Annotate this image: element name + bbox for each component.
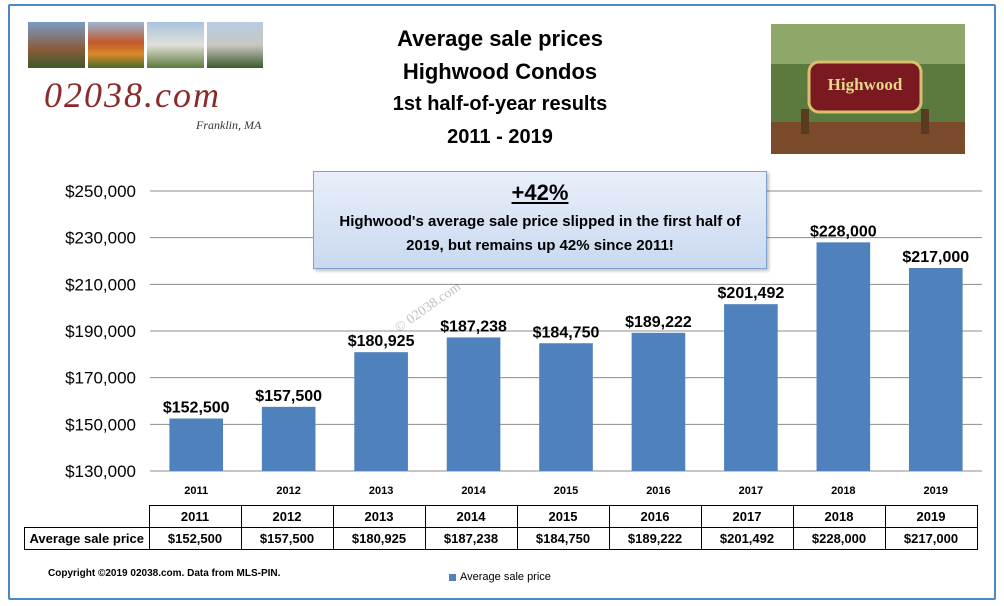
table-row-label: Average sale price <box>24 527 150 550</box>
data-table: 2011 2012 2013 2014 2015 2016 2017 2018 … <box>24 505 978 550</box>
data-label: $180,925 <box>348 333 415 350</box>
x-tick-label: 2018 <box>831 485 855 497</box>
title-line-2: Highwood Condos <box>402 59 598 84</box>
bar <box>261 406 316 471</box>
data-label: $152,500 <box>163 400 230 417</box>
logo-photo-1 <box>28 22 85 68</box>
table-value-cell: $228,000 <box>792 527 886 550</box>
x-tick-label: 2012 <box>276 485 300 497</box>
data-label: $217,000 <box>902 249 969 266</box>
y-tick-label: $190,000 <box>65 322 136 341</box>
table-value-cell: $157,500 <box>240 527 334 550</box>
table-header-row: 2011 2012 2013 2014 2015 2016 2017 2018 … <box>24 505 978 528</box>
bar <box>169 418 224 471</box>
table-row: Average sale price $152,500 $157,500 $18… <box>24 527 978 550</box>
bar <box>724 304 778 471</box>
x-tick-label: 2015 <box>554 485 578 497</box>
x-tick-label: 2014 <box>461 485 486 497</box>
bar <box>631 332 686 471</box>
bar <box>354 352 408 471</box>
copyright-footer: Copyright ©2019 02038.com. Data from MLS… <box>48 568 281 579</box>
data-label: $184,750 <box>533 324 600 341</box>
y-tick-label: $150,000 <box>65 415 136 434</box>
table-year-cell: 2018 <box>792 505 886 528</box>
y-tick-label: $210,000 <box>65 275 136 294</box>
x-tick-label: 2019 <box>924 485 948 497</box>
logo-photo-2 <box>87 22 144 68</box>
table-year-cell: 2019 <box>884 505 978 528</box>
title-line-3: 1st half-of-year results <box>392 93 608 115</box>
y-tick-label: $230,000 <box>65 229 136 248</box>
callout-box: +42% Highwood's average sale price slipp… <box>313 171 767 269</box>
logo-photo-4 <box>206 22 263 68</box>
table-value-cell: $187,238 <box>424 527 518 550</box>
table-corner-cell <box>24 505 150 528</box>
table-value-cell: $201,492 <box>700 527 794 550</box>
legend: Average sale price <box>449 571 551 583</box>
y-tick-label: $170,000 <box>65 369 136 388</box>
data-label: $187,238 <box>440 318 507 335</box>
bar <box>446 337 501 471</box>
bar <box>539 343 593 471</box>
table-year-cell: 2014 <box>424 505 518 528</box>
data-label: $189,222 <box>625 314 692 331</box>
title-line-4: 2011 - 2019 <box>447 126 553 148</box>
data-label: $201,492 <box>718 285 785 302</box>
x-tick-label: 2017 <box>739 485 763 497</box>
logo-subtitle: Franklin, MA <box>196 118 262 132</box>
table-year-cell: 2016 <box>608 505 702 528</box>
table-value-cell: $217,000 <box>884 527 978 550</box>
x-tick-label: 2013 <box>369 485 393 497</box>
x-tick-label: 2011 <box>184 485 208 497</box>
bar <box>816 242 871 471</box>
svg-text:Highwood: Highwood <box>828 75 903 94</box>
table-value-cell: $152,500 <box>148 527 242 550</box>
table-year-cell: 2015 <box>516 505 610 528</box>
logo-text: 02038.com <box>44 75 221 115</box>
table-year-cell: 2013 <box>332 505 426 528</box>
highwood-sign-photo: Highwood <box>771 24 965 154</box>
logo-photo-3 <box>147 22 204 68</box>
table-year-cell: 2011 <box>148 505 242 528</box>
legend-swatch <box>449 573 456 581</box>
table-year-cell: 2017 <box>700 505 794 528</box>
y-tick-label: $250,000 <box>65 182 136 201</box>
x-tick-label: 2016 <box>646 485 670 497</box>
callout-body: Highwood's average sale price slipped in… <box>339 213 741 254</box>
table-value-cell: $189,222 <box>608 527 702 550</box>
data-label: $157,500 <box>255 388 322 405</box>
table-year-cell: 2012 <box>240 505 334 528</box>
table-value-cell: $184,750 <box>516 527 610 550</box>
legend-label: Average sale price <box>460 571 551 583</box>
table-value-cell: $180,925 <box>332 527 426 550</box>
callout-headline: +42% <box>511 180 569 205</box>
logo-photo-strip <box>28 22 263 68</box>
y-tick-label: $130,000 <box>65 462 136 481</box>
title-line-1: Average sale prices <box>397 26 603 51</box>
bar <box>908 268 963 471</box>
chart-title: Average sale prices Highwood Condos 1st … <box>330 22 670 154</box>
data-label: $228,000 <box>810 223 877 240</box>
